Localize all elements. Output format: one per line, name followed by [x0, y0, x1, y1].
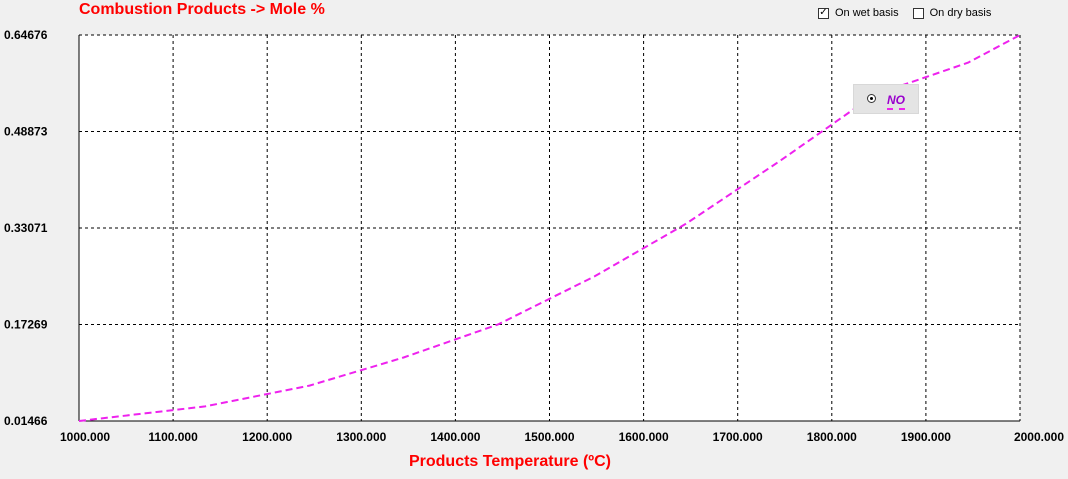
y-tick-label: 0.17269: [4, 317, 48, 331]
x-tick-label: 1800.000: [807, 430, 857, 444]
axes: [78, 35, 1020, 422]
x-axis-label: Products Temperature (ºC): [409, 453, 611, 470]
basis-options: ✓ On wet basis On dry basis: [818, 7, 991, 19]
y-tick-label: 0.33071: [4, 221, 48, 235]
legend-line-swatch: [887, 108, 905, 110]
x-tick-label: 2000.000: [1014, 430, 1064, 444]
legend: NO: [853, 84, 919, 114]
dry-basis-check-box[interactable]: [912, 7, 924, 19]
x-tick-label: 1500.000: [524, 430, 574, 444]
x-tick-labels: 1000.000 1100.000 1200.000 1300.000 1400.000…: [60, 430, 1064, 444]
x-tick-label: 1600.000: [619, 430, 669, 444]
x-tick-label: 1900.000: [901, 430, 951, 444]
wet-basis-check-box[interactable]: ✓: [818, 7, 829, 19]
x-tick-label: 1200.000: [242, 430, 292, 444]
x-tick-label: 1700.000: [713, 430, 763, 444]
dry-basis-checkbox[interactable]: On dry basis: [912, 7, 992, 19]
x-tick-label: 1300.000: [336, 430, 386, 444]
y-tick-labels: 0.01466 0.17269 0.33071 0.48873 0.64676: [4, 28, 48, 428]
x-tick-label: 1400.000: [430, 430, 480, 444]
grid-lines: [79, 34, 1021, 421]
series-radio-button[interactable]: [867, 94, 876, 103]
wet-basis-label: On wet basis: [835, 7, 899, 19]
legend-series-name: NO: [887, 93, 905, 107]
x-tick-label: 1000.000: [60, 430, 110, 444]
y-tick-label: 0.01466: [4, 414, 48, 428]
wet-basis-checkbox[interactable]: ✓ On wet basis: [818, 7, 899, 19]
x-tick-label: 1100.000: [148, 430, 198, 444]
chart-title: Combustion Products -> Mole %: [79, 1, 325, 18]
dry-basis-label: On dry basis: [929, 7, 992, 19]
y-tick-label: 0.48873: [4, 125, 48, 139]
y-tick-label: 0.64676: [4, 28, 48, 42]
